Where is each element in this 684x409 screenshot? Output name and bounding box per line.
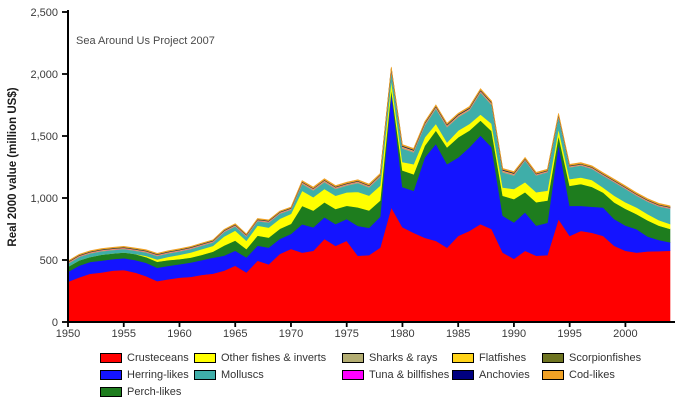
legend-item: Herring-likes <box>100 366 194 383</box>
legend-item: Scorpionfishes <box>542 349 682 366</box>
legend-label: Flatfishes <box>479 351 527 364</box>
legend-swatch-icon <box>100 352 122 363</box>
legend-swatch-icon <box>542 352 564 363</box>
legend-item: Other fishes & inverts <box>194 349 342 366</box>
x-tick-label: 1975 <box>334 328 358 340</box>
area-series-group <box>67 66 671 323</box>
legend-swatch-icon <box>452 369 474 380</box>
chart-annotation: Sea Around Us Project 2007 <box>76 35 215 47</box>
legend-swatch-icon <box>194 369 216 380</box>
legend-swatch-icon <box>342 369 364 380</box>
x-tick-label: 1985 <box>446 328 470 340</box>
y-tick-label: 1,500 <box>30 131 58 143</box>
legend-column: Flatfishes Anchovies <box>452 349 542 383</box>
legend-item: Anchovies <box>452 366 542 383</box>
y-tick-label: 2,000 <box>30 69 58 81</box>
legend-label: Crusteceans <box>127 351 189 364</box>
legend-label: Sharks & rays <box>369 351 438 364</box>
legend-column: Scorpionfishes Cod-likes <box>542 349 682 383</box>
tick-labels-group: 0 500 1,000 1,500 2,000 2,500 1950 1955 1960 1965… <box>30 7 637 340</box>
legend-item: Perch-likes <box>100 383 194 400</box>
y-tick-label: 500 <box>40 255 58 267</box>
legend-column: Crusteceans Herring-likes Perch-likes <box>100 349 194 400</box>
legend-swatch-icon <box>452 352 474 363</box>
legend-label: Anchovies <box>479 368 530 381</box>
legend-label: Perch-likes <box>127 385 182 398</box>
legend-swatch-icon <box>100 369 122 380</box>
legend-item: Tuna & billfishes <box>342 366 452 383</box>
legend-item: Sharks & rays <box>342 349 452 366</box>
x-tick-label: 1980 <box>390 328 414 340</box>
x-tick-label: 1960 <box>167 328 191 340</box>
x-tick-label: 2000 <box>613 328 637 340</box>
legend-column: Sharks & rays Tuna & billfishes <box>342 349 452 383</box>
legend-label: Other fishes & inverts <box>221 351 327 364</box>
x-tick-label: 1970 <box>279 328 303 340</box>
legend-swatch-icon <box>194 352 216 363</box>
y-tick-label: 1,000 <box>30 193 58 205</box>
chart-legend: Crusteceans Herring-likes Perch-likes Other… <box>100 349 682 400</box>
x-tick-label: 1950 <box>56 328 80 340</box>
stacked-area-chart: 0 500 1,000 1,500 2,000 2,500 1950 1955 1960 1965… <box>7 7 675 340</box>
legend-label: Molluscs <box>221 368 264 381</box>
y-tick-label: 2,500 <box>30 7 58 19</box>
x-tick-label: 1965 <box>223 328 247 340</box>
legend-item: Crusteceans <box>100 349 194 366</box>
y-axis-title: Real 2000 value (million US$) <box>7 87 19 246</box>
y-tick-label: 0 <box>52 317 58 329</box>
legend-item: Molluscs <box>194 366 342 383</box>
x-tick-label: 1955 <box>111 328 135 340</box>
legend-label: Cod-likes <box>569 368 615 381</box>
legend-item: Cod-likes <box>542 366 682 383</box>
x-tick-label: 1995 <box>557 328 581 340</box>
legend-item: Flatfishes <box>452 349 542 366</box>
legend-column: Other fishes & inverts Molluscs <box>194 349 342 383</box>
legend-label: Scorpionfishes <box>569 351 642 364</box>
legend-label: Tuna & billfishes <box>369 368 450 381</box>
legend-swatch-icon <box>542 369 564 380</box>
area-series-cod-likes <box>67 66 671 263</box>
legend-label: Herring-likes <box>127 368 189 381</box>
x-tick-label: 1990 <box>502 328 526 340</box>
legend-swatch-icon <box>100 386 122 397</box>
legend-swatch-icon <box>342 352 364 363</box>
axes-group <box>62 10 675 327</box>
